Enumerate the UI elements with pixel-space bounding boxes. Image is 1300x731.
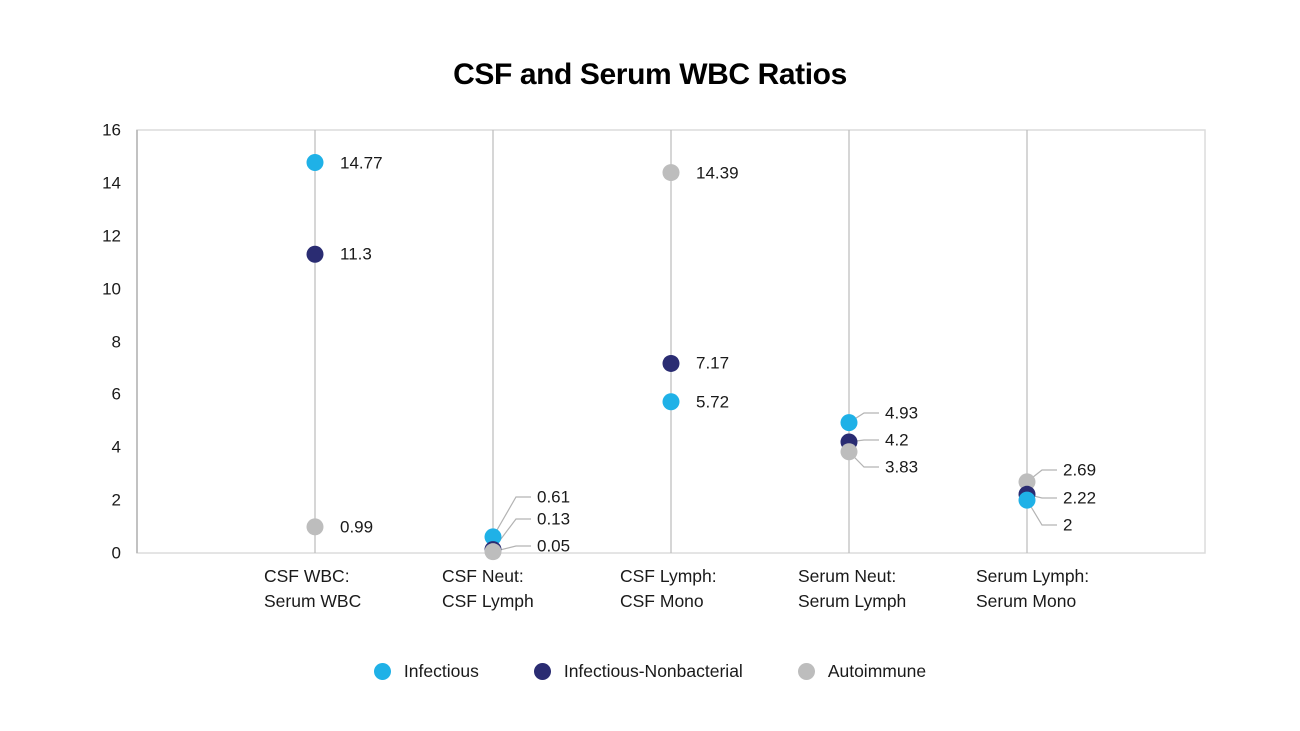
data-point <box>662 354 680 372</box>
x-axis-label: Serum Lymph: Serum Mono <box>976 564 1089 614</box>
y-tick-label: 8 <box>111 332 121 351</box>
x-axis-label-line: Serum Lymph <box>798 591 907 611</box>
point-label: 0.99 <box>340 517 374 537</box>
legend-swatch-icon <box>373 663 391 680</box>
legend-swatch-icon <box>797 663 815 680</box>
legend-item: Infectious <box>373 661 479 682</box>
leader-line <box>492 496 531 538</box>
data-point <box>1018 473 1036 491</box>
y-tick-label: 10 <box>102 279 121 299</box>
leader-line <box>1026 499 1057 526</box>
legend-label: Infectious <box>403 661 479 681</box>
data-point <box>840 443 858 461</box>
point-label: 5.72 <box>696 392 730 412</box>
legend: Infectious Infectious-Nonbacterial Autoimm… <box>0 661 1300 682</box>
data-point <box>484 528 502 546</box>
y-tick-label: 12 <box>102 226 121 246</box>
legend-item: Autoimmune <box>797 661 927 682</box>
data-point <box>306 154 324 172</box>
point-label: 0.05 <box>537 536 571 556</box>
x-axis-label-line: CSF Lymph <box>442 591 534 611</box>
data-point <box>662 393 680 411</box>
data-point <box>484 543 502 561</box>
y-tick-label: 4 <box>111 437 121 457</box>
point-label: 4.93 <box>885 403 919 423</box>
x-axis-label-line: Serum Neut: <box>798 566 897 586</box>
chart-title: CSF and Serum WBC Ratios <box>453 58 847 91</box>
point-label: 3.83 <box>885 457 919 477</box>
legend-swatch-icon <box>533 663 551 680</box>
data-point <box>306 518 324 536</box>
x-axis-label-line: CSF Neut: <box>442 566 524 586</box>
y-tick-label: 0 <box>111 543 121 563</box>
y-tick-label: 14 <box>102 173 121 193</box>
data-point <box>306 245 324 263</box>
point-label: 2 <box>1063 515 1073 535</box>
x-axis-label-line: Serum Lymph: <box>976 566 1090 586</box>
data-point <box>840 414 858 432</box>
x-axis-label-line: Serum Mono <box>976 591 1077 611</box>
point-label: 0.61 <box>537 487 571 507</box>
point-label: 2.69 <box>1063 460 1097 480</box>
point-label: 14.77 <box>340 153 383 173</box>
point-label: 0.13 <box>537 509 571 529</box>
data-point <box>1018 491 1036 509</box>
data-point <box>662 164 680 182</box>
legend-item: Infectious-Nonbacterial <box>533 661 743 682</box>
y-tick-label: 2 <box>111 490 121 510</box>
point-label: 11.3 <box>340 244 372 264</box>
x-axis-label-line: CSF Mono <box>620 591 704 611</box>
point-label: 7.17 <box>696 353 730 373</box>
legend-label: Infectious-Nonbacterial <box>563 661 743 681</box>
point-label: 4.2 <box>885 430 909 450</box>
x-axis-label-line: Serum WBC <box>264 591 362 611</box>
x-axis-label: Serum Neut: Serum Lymph <box>798 564 906 614</box>
x-axis-label-line: CSF WBC: <box>264 566 350 586</box>
x-axis-label: CSF WBC: Serum WBC <box>264 564 361 614</box>
x-axis-label: CSF Lymph: CSF Mono <box>620 564 717 614</box>
point-label: 14.39 <box>696 163 739 183</box>
legend-label: Autoimmune <box>827 661 927 681</box>
y-tick-label: 6 <box>111 384 121 404</box>
point-label: 2.22 <box>1063 488 1097 508</box>
y-tick-label: 16 <box>102 120 121 140</box>
x-axis-label: CSF Neut: CSF Lymph <box>442 564 534 614</box>
x-axis-label-line: CSF Lymph: <box>620 566 717 586</box>
